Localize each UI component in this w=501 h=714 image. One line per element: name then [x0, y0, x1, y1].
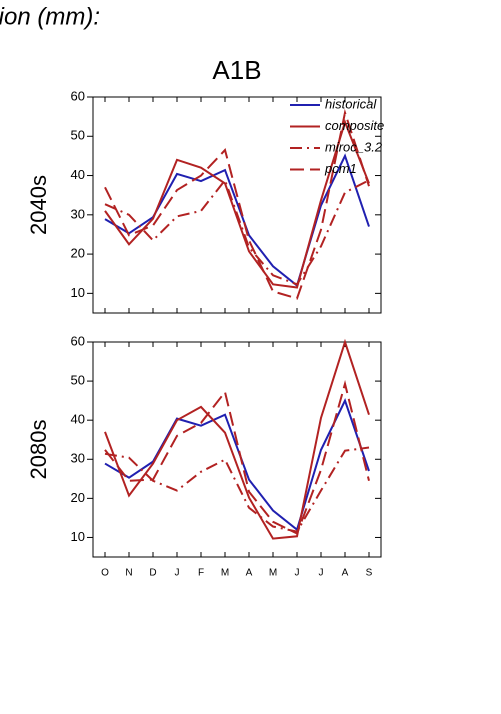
- x-tick-label: A: [342, 568, 349, 579]
- y-tick-label: 40: [71, 412, 85, 427]
- plot-frame: [92, 341, 382, 558]
- series-line: [104, 398, 370, 532]
- y-tick-label: 10: [71, 285, 85, 300]
- legend-label: composite: [325, 118, 384, 133]
- y-tick-label: 60: [71, 333, 85, 348]
- legend-label: historical: [325, 96, 377, 111]
- x-tick-label: J: [175, 568, 180, 579]
- chart-title: A1B: [212, 55, 261, 85]
- x-tick-label: D: [149, 568, 156, 579]
- y-tick-label: 50: [71, 373, 85, 388]
- y-tick-label: 20: [71, 490, 85, 505]
- x-tick-label: O: [101, 568, 109, 579]
- series-line: [104, 119, 370, 289]
- y-tick-label: 30: [71, 451, 85, 466]
- legend-label: pcm1: [324, 161, 357, 176]
- series-line: [104, 178, 370, 286]
- x-tick-label: M: [269, 568, 277, 579]
- y-tick-label: 20: [71, 246, 85, 261]
- legend-label: miroc_3.2: [325, 139, 383, 154]
- y-axis-label: 2040s: [26, 175, 51, 235]
- y-tick-label: 10: [71, 529, 85, 544]
- x-tick-label: N: [125, 568, 132, 579]
- series-line: [104, 108, 370, 300]
- series-line: [104, 446, 370, 533]
- y-axis-label: 2080s: [26, 420, 51, 480]
- series-line: [104, 338, 370, 540]
- y-tick-label: 60: [71, 88, 85, 103]
- plot-frame: [92, 96, 382, 314]
- x-tick-label: J: [295, 568, 300, 579]
- page-header: tion (mm):: [0, 3, 100, 30]
- y-tick-label: 40: [71, 167, 85, 182]
- x-tick-label: F: [198, 568, 204, 579]
- y-tick-label: 50: [71, 128, 85, 143]
- series-line: [104, 153, 370, 288]
- series-line: [104, 379, 370, 535]
- x-tick-label: A: [246, 568, 253, 579]
- y-tick-label: 30: [71, 206, 85, 221]
- x-tick-label: M: [221, 568, 229, 579]
- x-tick-label: J: [319, 568, 324, 579]
- x-tick-label: S: [366, 568, 373, 579]
